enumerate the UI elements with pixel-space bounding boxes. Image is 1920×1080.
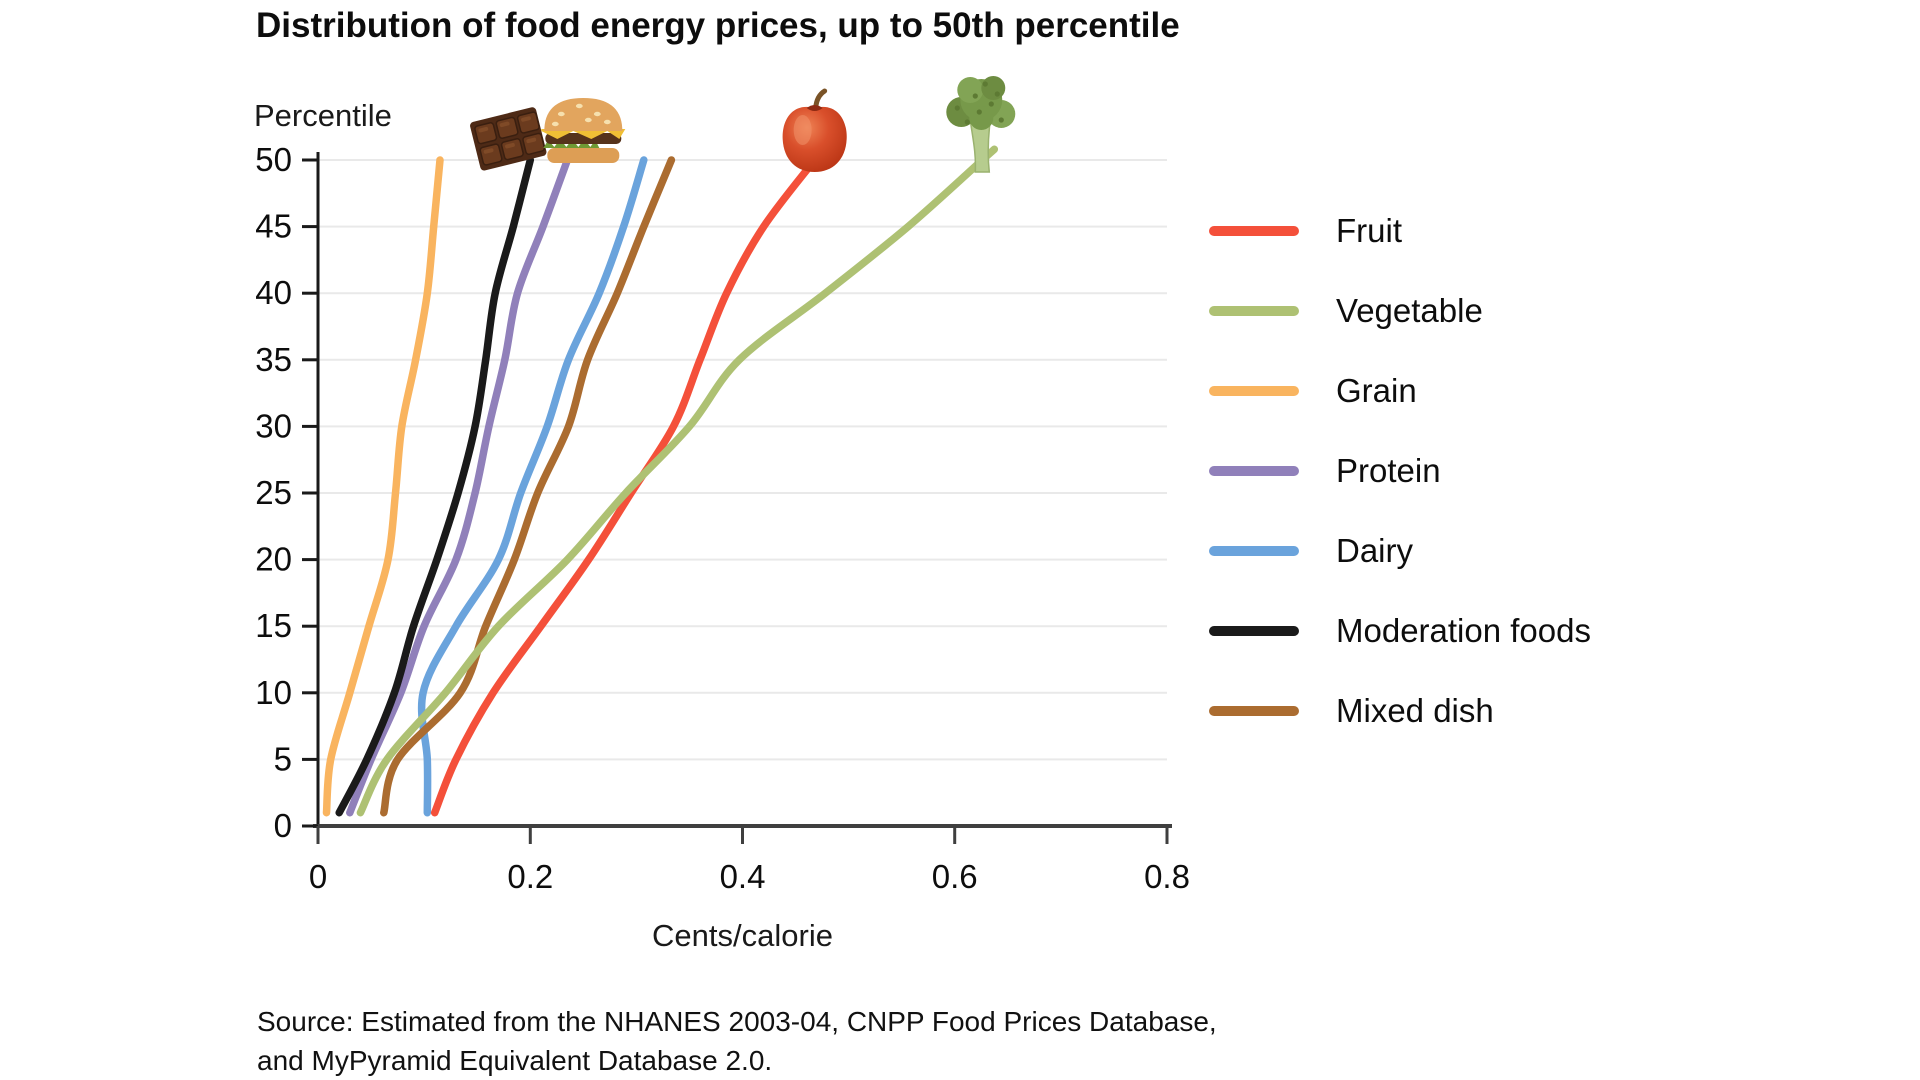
- legend-item-dairy: Dairy: [1209, 511, 1591, 591]
- legend-label-protein: Protein: [1336, 452, 1441, 489]
- legend-swatch-mixed-dish: [1209, 706, 1299, 716]
- apple-icon: [782, 88, 847, 172]
- series-line-mixed-dish: [380, 156, 676, 817]
- x-tick-label: 0.2: [507, 858, 553, 895]
- series-line-grain: [322, 156, 444, 817]
- legend-item-fruit: Fruit: [1209, 191, 1591, 271]
- series-line-moderation-foods: [335, 156, 535, 817]
- series-line-dairy: [417, 156, 648, 817]
- legend-item-moderation-foods: Moderation foods: [1209, 591, 1591, 671]
- x-tick-label: 0.8: [1144, 858, 1190, 895]
- broccoli-icon: [946, 76, 1016, 173]
- y-tick-label: 35: [255, 341, 292, 378]
- legend-swatch-vegetable: [1209, 306, 1299, 316]
- legend-label-fruit: Fruit: [1336, 212, 1402, 249]
- legend-label-dairy: Dairy: [1336, 532, 1414, 569]
- legend-item-vegetable: Vegetable: [1209, 271, 1591, 351]
- x-tick-label: 0.6: [932, 858, 978, 895]
- chart-legend: Fruit Vegetable Grain Protein Dairy Moderatio…: [1209, 191, 1591, 751]
- y-tick-label: 30: [255, 407, 292, 444]
- legend-swatch-protein: [1209, 466, 1299, 476]
- series-line-fruit: [430, 143, 829, 817]
- source-note: Source: Estimated from the NHANES 2003-0…: [257, 1002, 1217, 1080]
- y-tick-label: 15: [255, 607, 292, 644]
- x-tick-label: 0: [309, 858, 327, 895]
- burger-icon: [541, 98, 626, 163]
- legend-label-moderation-foods: Moderation foods: [1336, 612, 1591, 649]
- chart-title: Distribution of food energy prices, up t…: [256, 6, 1180, 45]
- legend-swatch-fruit: [1209, 226, 1299, 236]
- legend-swatch-grain: [1209, 386, 1299, 396]
- legend-label-mixed-dish: Mixed dish: [1336, 692, 1494, 729]
- legend-label-grain: Grain: [1336, 372, 1417, 409]
- y-tick-label: 50: [255, 141, 292, 178]
- y-tick-label: 45: [255, 208, 292, 245]
- legend-item-grain: Grain: [1209, 351, 1591, 431]
- source-note-line2: and MyPyramid Equivalent Database 2.0.: [257, 1045, 773, 1076]
- chocolate-icon: [470, 107, 547, 171]
- source-note-line1: Source: Estimated from the NHANES 2003-0…: [257, 1006, 1217, 1037]
- y-tick-label: 20: [255, 541, 292, 578]
- legend-item-protein: Protein: [1209, 431, 1591, 511]
- x-axis-title: Cents/calorie: [652, 918, 833, 953]
- y-tick-label: 25: [255, 474, 292, 511]
- y-axis-title: Percentile: [254, 98, 392, 133]
- legend-swatch-moderation-foods: [1209, 626, 1299, 636]
- legend-item-mixed-dish: Mixed dish: [1209, 671, 1591, 751]
- legend-swatch-dairy: [1209, 546, 1299, 556]
- y-tick-label: 5: [274, 740, 292, 777]
- series-line-protein: [346, 156, 572, 817]
- x-tick-label: 0.4: [720, 858, 766, 895]
- y-tick-label: 0: [274, 807, 292, 844]
- legend-label-vegetable: Vegetable: [1336, 292, 1483, 329]
- y-tick-label: 40: [255, 274, 292, 311]
- y-tick-label: 10: [255, 674, 292, 711]
- series-line-vegetable: [356, 145, 999, 817]
